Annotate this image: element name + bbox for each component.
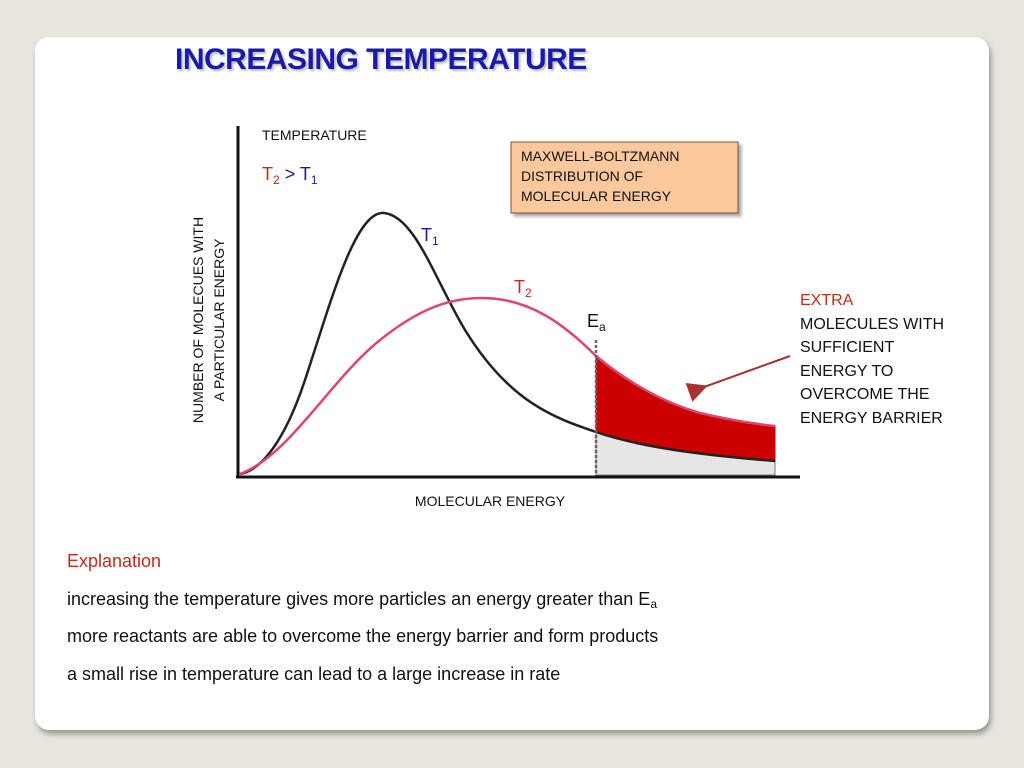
t1-symbol: T <box>300 164 311 184</box>
t2-curve <box>239 296 776 476</box>
temperature-label: TEMPERATURE <box>262 127 367 143</box>
distribution-box <box>510 141 739 214</box>
t2-symbol: T <box>262 164 273 184</box>
explanation-heading: Explanation <box>67 551 162 571</box>
x-axis-label: MOLECULAR ENERGY <box>415 493 566 509</box>
explanation-line-1-text: increasing the temperature gives more pa… <box>67 588 651 609</box>
explanation-line-3: a small rise in temperature can lead to … <box>67 663 561 684</box>
extra-line-5: OVERCOME THE <box>800 386 930 403</box>
t2-curve-label: T2 <box>514 277 532 300</box>
y-axis-label-line-2: A PARTICULAR ENERGY <box>211 238 227 402</box>
ea-label: Ea <box>587 311 606 334</box>
t2-label-main: T <box>514 277 525 297</box>
slide-title: INCREASING TEMPERATURE <box>175 43 587 76</box>
extra-arrow <box>685 355 791 402</box>
extra-line-2: MOLECULES WITH <box>800 316 944 333</box>
t1-label-sub: 1 <box>432 234 439 248</box>
t1-curve-label: T1 <box>421 225 439 248</box>
t1-subscript: 1 <box>311 173 318 187</box>
distribution-box-line-2: DISTRIBUTION OF <box>521 168 643 184</box>
temp-comparison: T2 > T1 <box>262 164 318 187</box>
t2-label-sub: 2 <box>525 286 532 300</box>
t1-label-main: T <box>421 225 432 245</box>
distribution-box-line-3: MOLECULAR ENERGY <box>521 188 672 204</box>
extra-line-4: ENERGY TO <box>800 363 893 380</box>
t2-subscript: 2 <box>273 173 280 187</box>
explanation-line-2: more reactants are able to overcome the … <box>67 626 659 646</box>
distribution-box-line-1: MAXWELL-BOLTZMANN <box>521 148 679 164</box>
ea-label-main: E <box>587 311 599 331</box>
extra-line-6: ENERGY BARRIER <box>800 410 943 427</box>
explanation-line-1: increasing the temperature gives more pa… <box>67 581 658 619</box>
t1-curve <box>239 211 776 476</box>
ea-label-sub: a <box>599 320 606 334</box>
extra-line-3: SUFFICIENT <box>800 339 894 356</box>
explanation-block: Explanation increasing the temperature g… <box>67 543 658 693</box>
y-axis-label-line-1: NUMBER OF MOLECUES WITH <box>190 217 206 423</box>
explanation-line-1-subscript: a <box>650 596 657 611</box>
extra-label: EXTRA <box>800 292 854 309</box>
comparison-operator: > <box>280 164 300 184</box>
